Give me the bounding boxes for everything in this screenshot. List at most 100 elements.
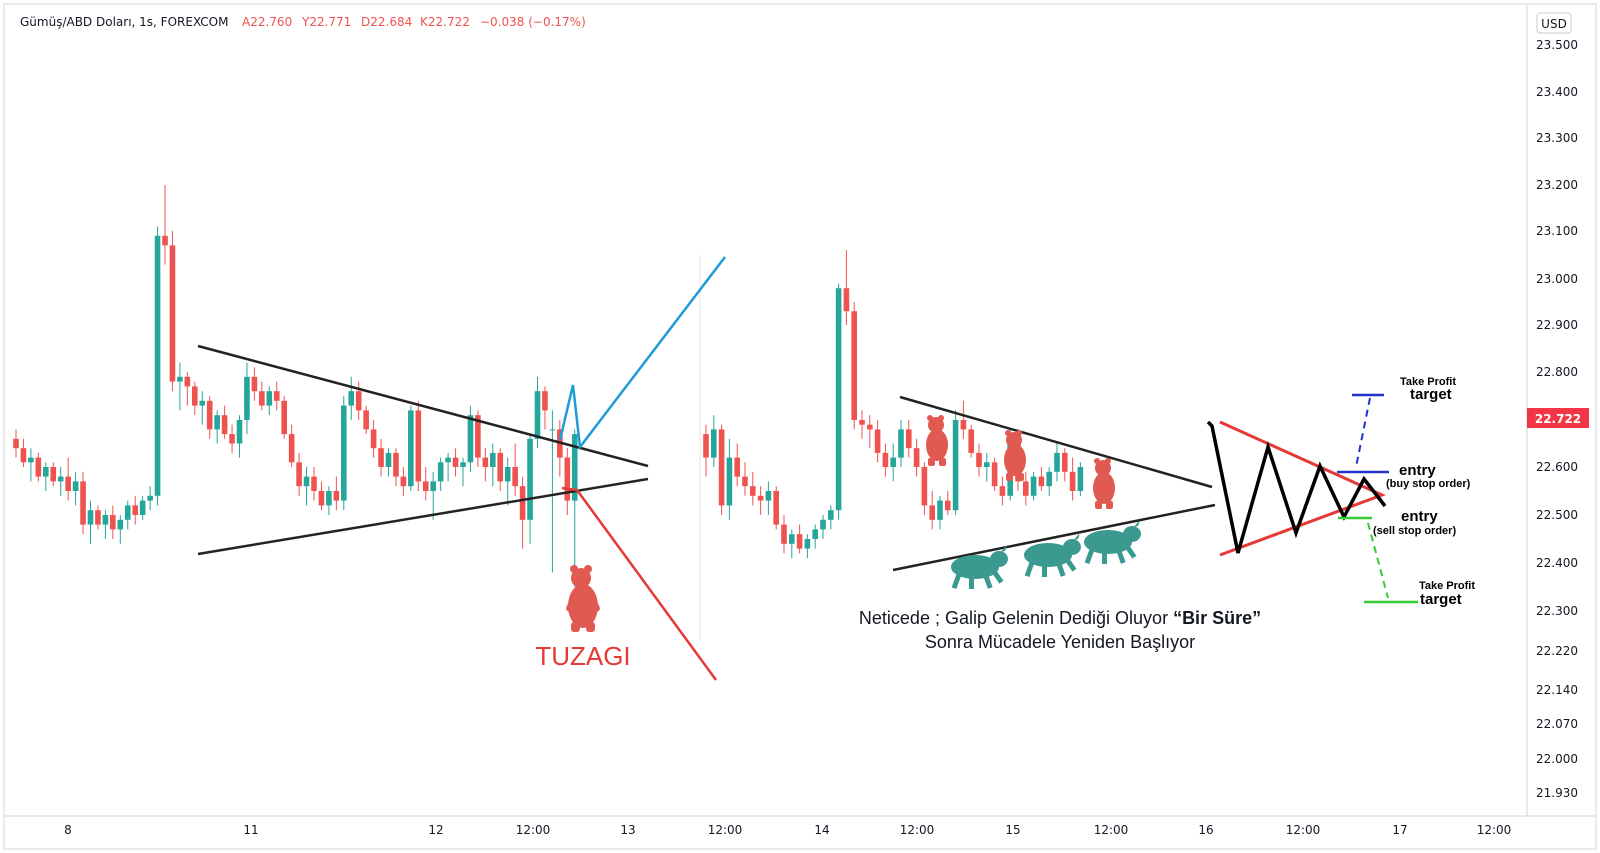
time-tick-label: 8: [64, 823, 72, 837]
candle: [110, 505, 116, 539]
legend: Gümüş/ABD Doları, 1s, FOREXCOM A22.760 Y…: [20, 15, 586, 29]
time-tick-label: 12:00: [708, 823, 743, 837]
candle-body: [437, 462, 444, 482]
price-tick-label: 22.500: [1536, 508, 1578, 522]
candle-body: [859, 420, 865, 425]
currency-button[interactable]: USD: [1536, 12, 1572, 34]
candle: [281, 396, 287, 439]
candle: [999, 476, 1006, 506]
candle-body: [430, 481, 436, 491]
candle-body: [781, 524, 787, 544]
candle-body: [110, 515, 116, 530]
candle-body: [20, 448, 27, 463]
price-axis[interactable]: 23.500 23.400 23.300 23.200 23.100 23.000 22.9…: [1536, 38, 1578, 800]
candle-body: [906, 429, 912, 449]
candle-body: [408, 410, 414, 487]
candle-body: [984, 462, 990, 467]
candle: [929, 491, 935, 530]
candle: [867, 415, 873, 449]
candle: [229, 424, 235, 453]
candle-body: [303, 476, 310, 487]
candle: [703, 424, 709, 477]
candle-body: [162, 235, 168, 246]
candle: [1030, 471, 1037, 501]
candle: [95, 505, 101, 530]
candle-body: [1062, 452, 1068, 472]
candle-body: [341, 405, 347, 501]
candle: [236, 415, 243, 458]
time-tick-label: 16: [1198, 823, 1213, 837]
candle: [796, 524, 803, 554]
candle-body: [542, 391, 548, 411]
candle-body: [363, 410, 369, 430]
candle-body: [43, 467, 49, 477]
candle-body: [192, 386, 198, 406]
price-tick-label: 22.400: [1536, 556, 1578, 570]
candle-body: [460, 462, 466, 467]
triangle-schematic: [1206, 420, 1387, 557]
time-tick-label: 15: [1005, 823, 1020, 837]
candle: [326, 486, 332, 515]
candle: [906, 420, 912, 458]
candle: [296, 452, 302, 496]
candle: [512, 443, 518, 496]
candle: [415, 400, 422, 491]
candle-body: [1038, 476, 1045, 487]
candle: [991, 457, 998, 491]
candle: [804, 534, 811, 559]
candle: [467, 405, 474, 472]
candle: [162, 185, 168, 265]
candle: [206, 396, 213, 439]
tp-top-big: target: [1410, 386, 1452, 403]
candle: [445, 452, 451, 482]
currency-label: USD: [1541, 17, 1567, 31]
candle: [742, 462, 748, 496]
entry-top-sub: (buy stop order): [1386, 478, 1471, 490]
candle-body: [482, 457, 489, 467]
candle: [571, 429, 578, 587]
candle-body: [393, 452, 399, 477]
candle: [1046, 467, 1052, 496]
candle: [882, 443, 889, 477]
candle-body: [475, 415, 481, 458]
triangle-right-lower-line: [892, 503, 1216, 572]
candle: [890, 443, 896, 482]
candle: [363, 405, 369, 435]
candle-body: [851, 311, 857, 420]
candle-body: [124, 505, 131, 520]
note-line-1-regular: Neticede ; Galip Gelenin Dediği Oluyor: [859, 608, 1173, 628]
candle-body: [244, 376, 250, 420]
candle-body: [898, 429, 904, 458]
time-axis[interactable]: 8 11 12 12:00 13 12:00 14 12:00 15 12:00 16 12:00 17…: [64, 823, 1511, 837]
time-tick-label: 12:00: [1094, 823, 1129, 837]
candle: [921, 462, 928, 515]
candle: [750, 471, 756, 506]
candle: [859, 410, 865, 439]
candle-body: [1023, 481, 1029, 496]
candle-body: [1046, 471, 1052, 487]
schematic-red-triangle: [1219, 420, 1386, 557]
candle: [504, 457, 511, 506]
candle-body: [718, 429, 725, 506]
price-tick-label: 23.200: [1536, 178, 1578, 192]
breakout-up-line: [558, 256, 726, 451]
candle-body: [281, 400, 287, 435]
candle-body: [527, 438, 533, 520]
candle-body: [355, 391, 362, 411]
candle-body: [147, 495, 153, 501]
tp-top-small: Take Profit: [1400, 376, 1456, 388]
candle-body: [804, 539, 811, 549]
time-tick-label: 11: [243, 823, 258, 837]
candle: [960, 400, 967, 439]
time-tick-label: 12:00: [516, 823, 551, 837]
candle: [968, 424, 974, 458]
candle-body: [266, 391, 273, 406]
candle: [13, 429, 19, 458]
candle: [139, 495, 146, 520]
candle-body: [765, 491, 772, 501]
candle-body: [13, 438, 19, 449]
chart-frame: [3, 3, 1597, 850]
candle: [400, 467, 407, 496]
price-tick-label: 22.140: [1536, 683, 1578, 697]
